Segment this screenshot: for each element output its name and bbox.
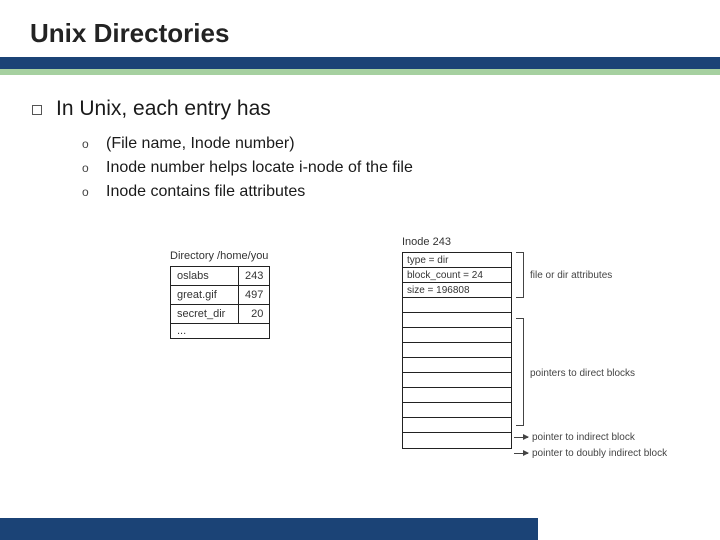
main-bullet: In Unix, each entry has — [32, 97, 700, 121]
sub-bullet-list: o (File name, Inode number) o Inode numb… — [82, 135, 700, 201]
annotation-attrs: file or dir attributes — [530, 270, 612, 281]
sub-bullet-text: Inode number helps locate i-node of the … — [106, 159, 413, 177]
inode-doubly-indirect-row — [403, 433, 511, 448]
circle-bullet-icon: o — [82, 185, 94, 199]
sub-bullet: o (File name, Inode number) — [82, 135, 700, 153]
inode-attr-row: size = 196808 — [403, 283, 511, 298]
inode-empty-row — [403, 298, 511, 313]
annotation-direct: pointers to direct blocks — [530, 368, 635, 379]
sub-bullet-text: (File name, Inode number) — [106, 135, 295, 153]
table-row: great.gif 497 — [171, 286, 270, 305]
sub-bullet: o Inode number helps locate i-node of th… — [82, 159, 700, 177]
inode-label: Inode 243 — [402, 236, 451, 248]
slide-title: Unix Directories — [30, 18, 720, 49]
footer-bar — [0, 518, 538, 540]
dir-inode-cell: 20 — [239, 305, 270, 324]
inode-pointer-row — [403, 373, 511, 388]
inode-attr-row: block_count = 24 — [403, 268, 511, 283]
circle-bullet-icon: o — [82, 161, 94, 175]
inode-pointer-row — [403, 403, 511, 418]
circle-bullet-icon: o — [82, 137, 94, 151]
arrow-icon — [514, 437, 528, 438]
dir-name-cell: oslabs — [171, 267, 239, 286]
square-bullet-icon — [32, 105, 42, 115]
inode-pointer-row — [403, 358, 511, 373]
title-bar — [0, 57, 720, 75]
annotation-indirect: pointer to indirect block — [532, 432, 635, 443]
content-area: In Unix, each entry has o (File name, In… — [0, 75, 720, 201]
brace-icon — [516, 252, 524, 298]
table-row: oslabs 243 — [171, 267, 270, 286]
dir-name-cell: great.gif — [171, 286, 239, 305]
table-row: secret_dir 20 — [171, 305, 270, 324]
dir-dots: ... — [171, 324, 270, 339]
sub-bullet-text: Inode contains file attributes — [106, 183, 305, 201]
directory-table: oslabs 243 great.gif 497 secret_dir 20 .… — [170, 266, 270, 339]
brace-icon — [516, 318, 524, 426]
inode-pointer-row — [403, 313, 511, 328]
directory-label: Directory /home/you — [170, 250, 268, 262]
main-bullet-text: In Unix, each entry has — [56, 97, 271, 121]
inode-pointer-row — [403, 343, 511, 358]
inode-box: type = dir block_count = 24 size = 19680… — [402, 252, 512, 449]
inode-pointer-row — [403, 388, 511, 403]
annotation-doubly: pointer to doubly indirect block — [532, 448, 667, 459]
dir-name-cell: secret_dir — [171, 305, 239, 324]
title-area: Unix Directories — [0, 0, 720, 57]
dir-inode-cell: 497 — [239, 286, 270, 305]
table-row-dots: ... — [171, 324, 270, 339]
inode-diagram: Directory /home/you oslabs 243 great.gif… — [170, 250, 700, 490]
inode-indirect-row — [403, 418, 511, 433]
arrow-icon — [514, 453, 528, 454]
dir-inode-cell: 243 — [239, 267, 270, 286]
inode-pointer-row — [403, 328, 511, 343]
inode-attr-row: type = dir — [403, 253, 511, 268]
sub-bullet: o Inode contains file attributes — [82, 183, 700, 201]
